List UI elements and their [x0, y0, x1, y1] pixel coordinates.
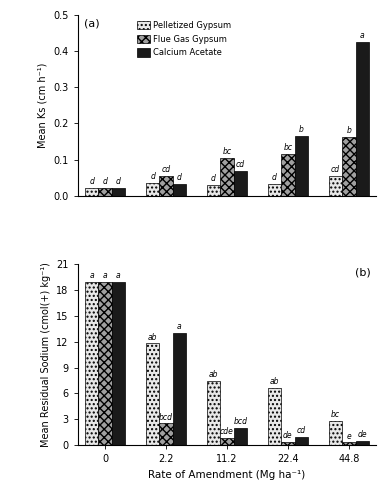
Bar [329, 176, 342, 196]
Bar [294, 438, 308, 445]
Bar [268, 388, 281, 445]
Text: de: de [357, 430, 367, 439]
Bar [234, 428, 247, 445]
Text: ab: ab [209, 370, 218, 380]
Bar [342, 137, 356, 196]
Text: e: e [346, 432, 351, 440]
Text: de: de [283, 431, 293, 440]
Text: cd: cd [297, 426, 306, 436]
Bar [85, 282, 98, 445]
Bar [85, 188, 98, 196]
Bar [146, 344, 159, 445]
Bar [356, 42, 369, 196]
Bar [342, 442, 356, 445]
Text: d: d [150, 172, 155, 181]
Text: ab: ab [270, 378, 279, 386]
Text: d: d [116, 178, 121, 186]
Bar [356, 440, 369, 445]
Y-axis label: Mean Residual Sodium (cmol(+) kg⁻¹): Mean Residual Sodium (cmol(+) kg⁻¹) [41, 262, 51, 447]
Text: bc: bc [283, 143, 293, 152]
Text: b: b [346, 126, 352, 134]
Text: bcd: bcd [234, 417, 248, 426]
Bar [98, 282, 112, 445]
Text: (b): (b) [355, 268, 371, 278]
Text: cd: cd [331, 164, 340, 173]
Bar [98, 188, 112, 196]
Text: (a): (a) [83, 18, 99, 28]
Bar [159, 176, 173, 196]
Text: b: b [299, 125, 304, 134]
Text: d: d [211, 174, 216, 182]
Bar [268, 184, 281, 196]
Bar [329, 421, 342, 445]
Text: a: a [360, 31, 365, 40]
Bar [220, 438, 234, 445]
Text: a: a [177, 322, 182, 332]
Bar [281, 442, 294, 445]
X-axis label: Rate of Amendment (Mg ha⁻¹): Rate of Amendment (Mg ha⁻¹) [148, 470, 306, 480]
Bar [112, 282, 125, 445]
Bar [173, 184, 186, 196]
Text: bc: bc [331, 410, 340, 419]
Text: a: a [116, 270, 121, 280]
Bar [294, 136, 308, 196]
Bar [234, 171, 247, 196]
Text: d: d [177, 173, 182, 182]
Text: a: a [89, 270, 94, 280]
Text: a: a [103, 270, 107, 280]
Bar [220, 158, 234, 196]
Text: cde: cde [220, 427, 234, 436]
Legend: Pelletized Gypsum, Flue Gas Gypsum, Calcium Acetate: Pelletized Gypsum, Flue Gas Gypsum, Calc… [135, 19, 233, 59]
Text: ab: ab [148, 332, 158, 342]
Bar [207, 382, 220, 445]
Bar [159, 424, 173, 445]
Text: d: d [272, 173, 277, 182]
Text: bc: bc [222, 146, 232, 156]
Text: d: d [89, 176, 94, 186]
Bar [112, 188, 125, 196]
Text: cd: cd [161, 164, 171, 173]
Text: bcd: bcd [159, 412, 173, 422]
Y-axis label: Mean Ks (cm h⁻¹): Mean Ks (cm h⁻¹) [38, 62, 48, 148]
Bar [173, 333, 186, 445]
Text: cd: cd [236, 160, 245, 169]
Bar [146, 183, 159, 196]
Bar [207, 185, 220, 196]
Bar [281, 154, 294, 196]
Text: d: d [102, 176, 107, 186]
